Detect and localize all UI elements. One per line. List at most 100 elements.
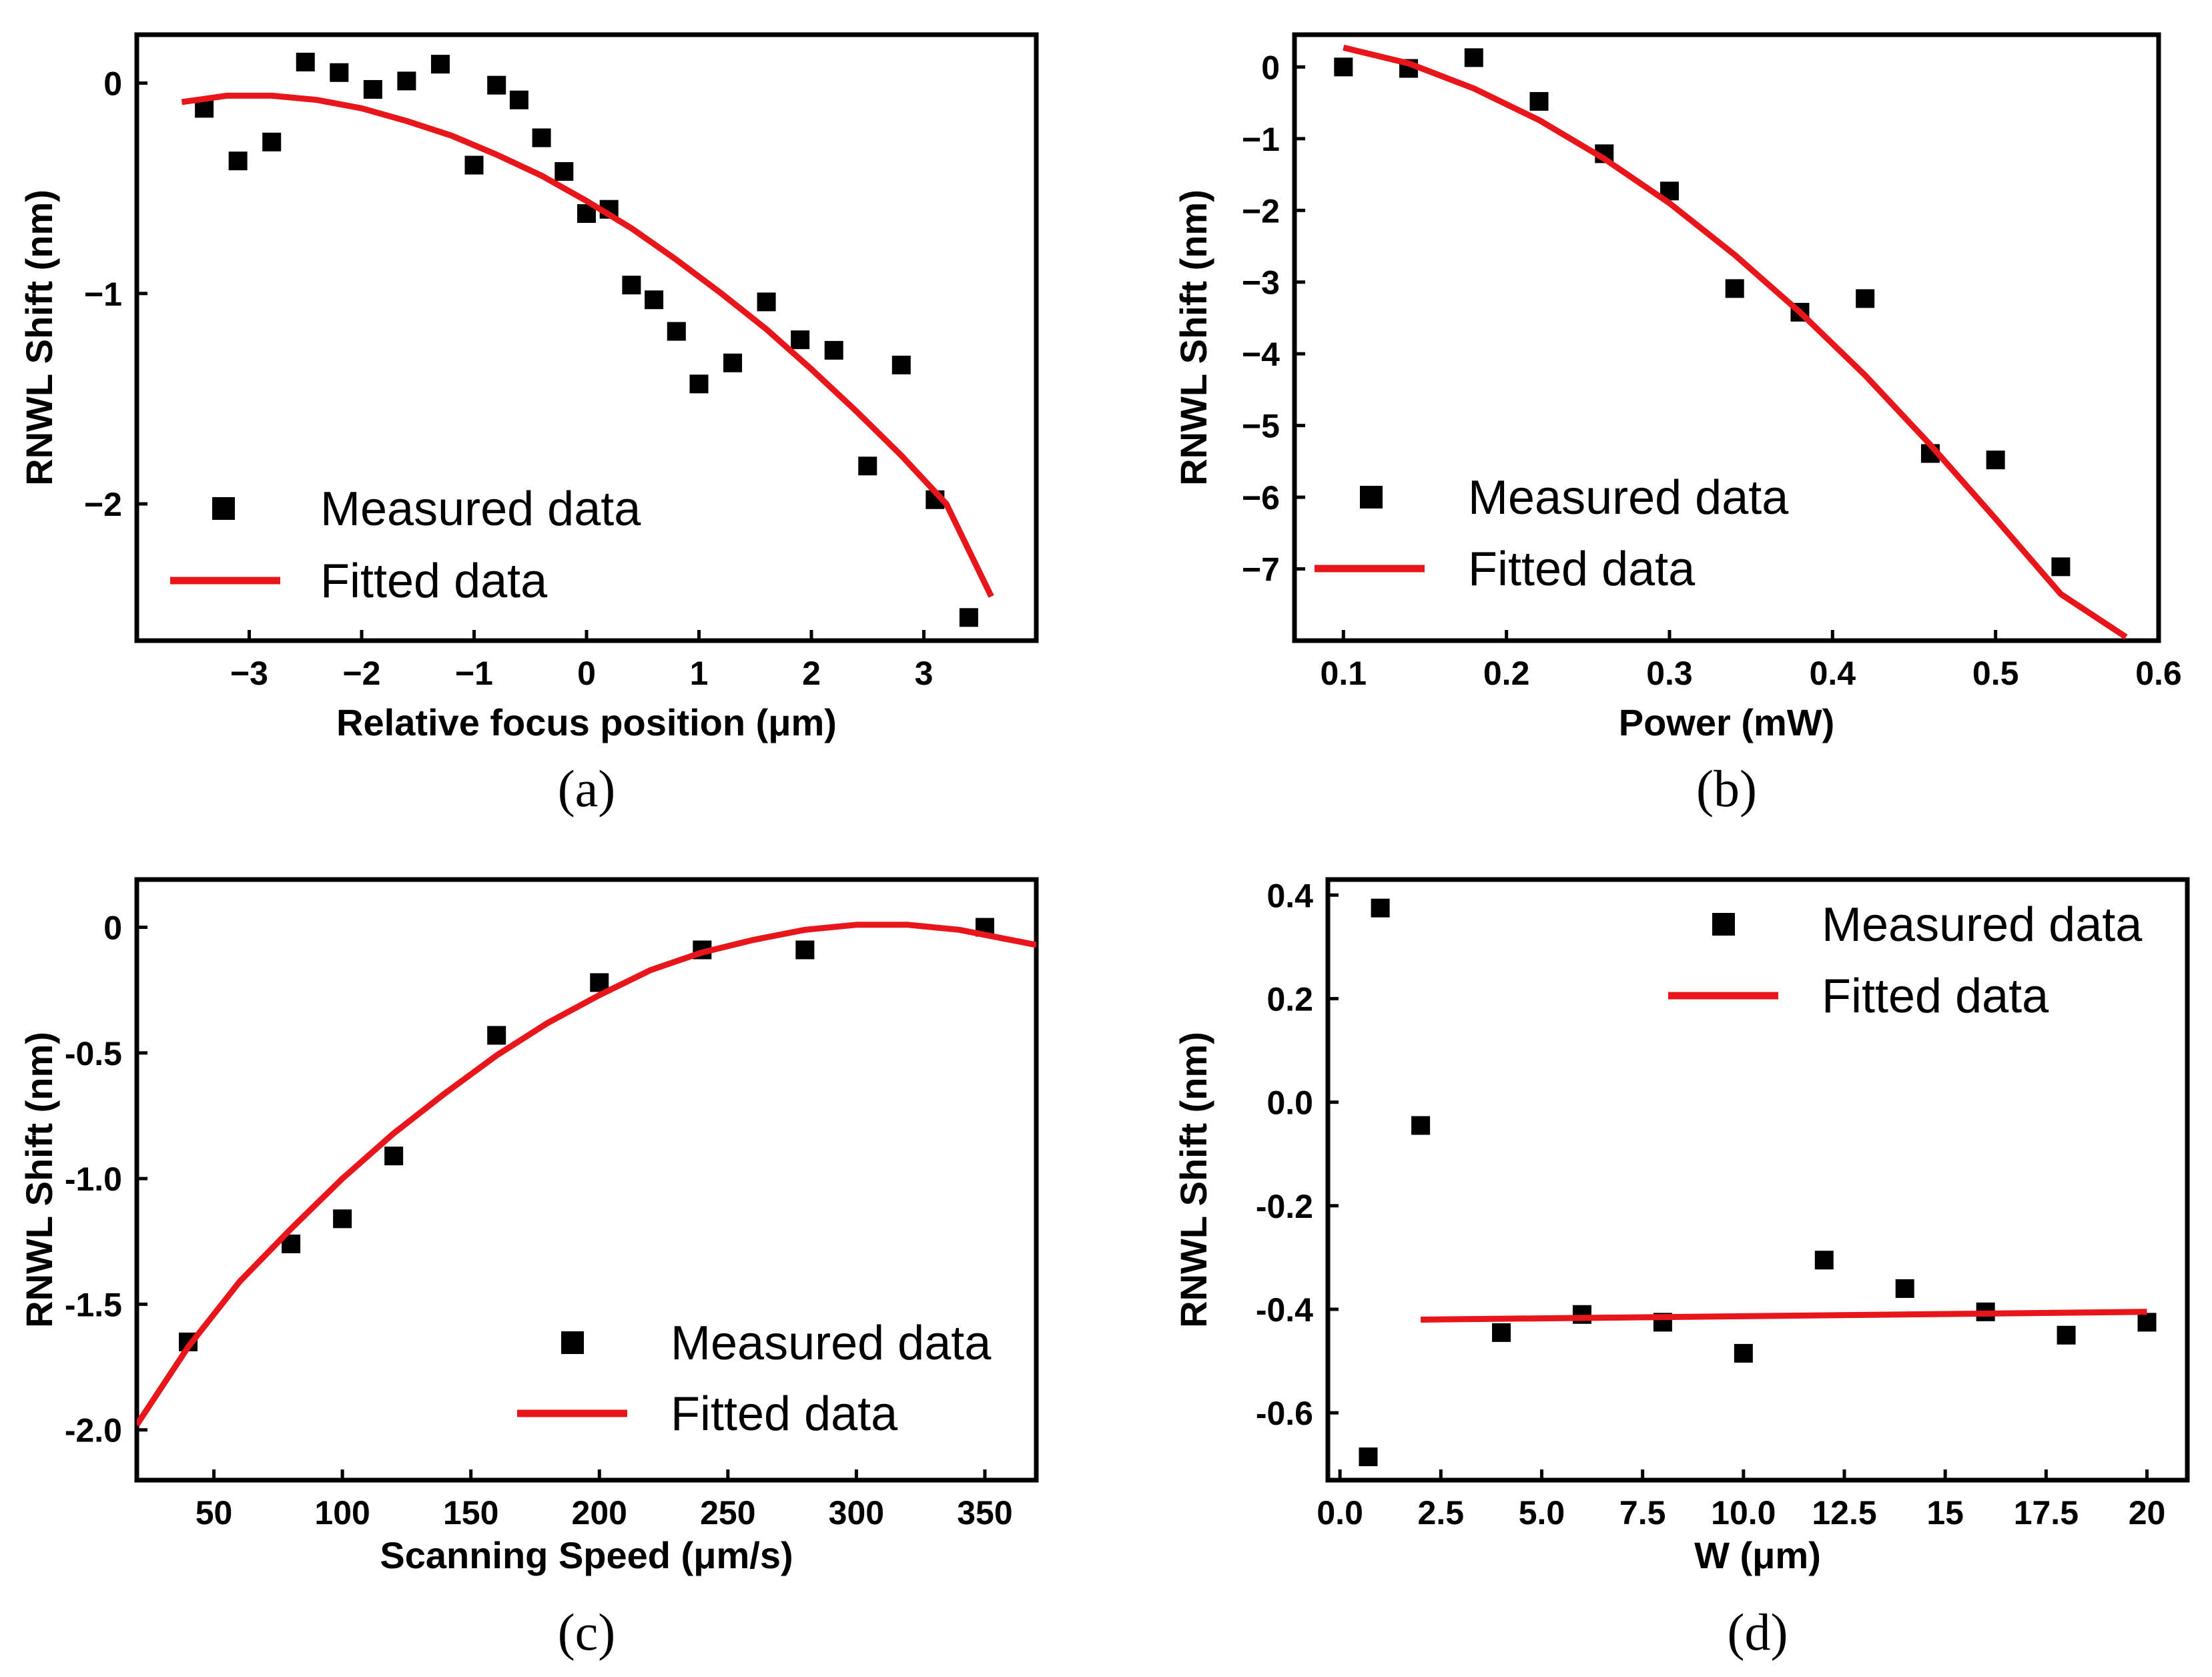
y-tick-label: -2.0 (65, 1412, 122, 1449)
measured-data-point (1856, 289, 1875, 308)
x-tick-label: 0.2 (1483, 655, 1530, 692)
measured-data-point (228, 151, 248, 171)
measured-data-point (2057, 1325, 2076, 1345)
x-tick-label: 5.0 (1519, 1494, 1565, 1532)
measured-data-point (2051, 557, 2071, 577)
y-tick-label: −1 (1242, 121, 1280, 158)
x-tick-label: 12.5 (1812, 1494, 1876, 1532)
legend-label-measured: Measured data (671, 1317, 992, 1370)
y-tick-label: 0.0 (1266, 1084, 1313, 1122)
x-tick-label: 0.0 (1317, 1494, 1363, 1532)
x-tick-label: 0.5 (1972, 655, 2019, 692)
measured-data-point (384, 1146, 404, 1166)
y-tick-label: -0.2 (1256, 1188, 1313, 1225)
measured-data-point (1492, 1323, 1511, 1342)
y-tick-label: −1 (84, 276, 122, 313)
x-tick-label: 7.5 (1619, 1494, 1666, 1532)
y-tick-label: -1.5 (65, 1286, 122, 1323)
measured-data-point (824, 340, 843, 360)
x-axis-title: Relative focus position (μm) (336, 701, 837, 743)
panel-label: (a) (558, 759, 616, 817)
measured-data-point (330, 63, 349, 82)
x-tick-label: 20 (2129, 1494, 2166, 1532)
x-tick-label: −2 (342, 655, 380, 692)
x-tick-label: 10.0 (1711, 1494, 1776, 1532)
x-tick-label: 100 (314, 1494, 370, 1532)
measured-data-point (1371, 898, 1390, 918)
legend-marker-measured (561, 1331, 584, 1354)
y-tick-label: −4 (1242, 336, 1280, 373)
x-tick-label: 0.3 (1646, 655, 1693, 692)
legend-marker-measured (212, 497, 235, 520)
y-axis-title: RNWL Shift (nm) (18, 1032, 60, 1328)
measured-data-point (1529, 91, 1549, 111)
measured-data-point (858, 456, 877, 476)
measured-data-point (363, 79, 382, 99)
plot-frame (1325, 877, 2190, 1483)
y-tick-label: -0.4 (1256, 1291, 1313, 1329)
measured-data-point (757, 292, 776, 312)
y-tick-label: 0 (1261, 49, 1280, 86)
measured-data-point (1814, 1251, 1834, 1270)
y-tick-label: -0.5 (65, 1035, 122, 1072)
measured-data-point (1986, 450, 2005, 470)
y-tick-label: 0.4 (1266, 877, 1313, 914)
measured-data-point (1359, 1447, 1378, 1467)
measured-data-point (555, 161, 574, 181)
fitted-data-line (1421, 1309, 2147, 1323)
measured-data-point (430, 55, 450, 74)
measured-data-point (2137, 1313, 2157, 1332)
measured-data-point (397, 71, 416, 91)
y-tick-label: −6 (1242, 479, 1280, 517)
measured-data-point (1734, 1343, 1753, 1363)
y-tick-label: −2 (84, 486, 122, 523)
measured-data-point (487, 75, 506, 95)
fitted-data-line (137, 922, 1036, 1427)
x-tick-label: 15 (1926, 1494, 1964, 1532)
y-tick-label: −7 (1242, 551, 1280, 589)
y-tick-label: −5 (1242, 408, 1280, 445)
x-tick-label: 0.6 (2135, 655, 2182, 692)
legend-marker-measured (1712, 913, 1735, 936)
measured-data-point (296, 52, 315, 71)
x-tick-label: 200 (572, 1494, 627, 1532)
measured-data-point (1895, 1279, 1914, 1298)
y-tick-label: 0 (103, 910, 122, 947)
chart-panel-c: 50 100 150 200 250 300 350 0 -0.5 -1.0 -1.5 -2.0 Sca… (18, 877, 1039, 1661)
measured-data-point (791, 330, 810, 350)
measured-data-point (464, 155, 484, 175)
measured-data-point (487, 1026, 506, 1045)
legend-label-measured: Measured data (320, 482, 641, 536)
measured-data-point (667, 322, 686, 341)
measured-data-point (333, 1209, 352, 1229)
x-tick-label: 2.5 (1418, 1494, 1465, 1532)
x-tick-label: 0.1 (1321, 655, 1367, 692)
measured-data-point (532, 128, 551, 147)
y-tick-label: −2 (1242, 192, 1280, 230)
measured-data-point (1572, 1305, 1591, 1324)
measured-data-point (689, 374, 709, 394)
measured-data-point (622, 276, 641, 295)
x-tick-label: 3 (915, 655, 934, 692)
measured-data-point (1464, 48, 1483, 67)
y-axis-title: RNWL Shift (nm) (1172, 1032, 1214, 1328)
x-tick-label: 150 (443, 1494, 498, 1532)
x-tick-label: −1 (455, 655, 493, 692)
measured-data-point (262, 132, 282, 151)
x-tick-label: −3 (230, 655, 268, 692)
y-axis-title: RNWL Shift (nm) (18, 190, 60, 486)
legend-label-fitted: Fitted data (1822, 970, 2049, 1023)
legend-label-fitted: Fitted data (1468, 543, 1696, 596)
y-tick-label: -1.0 (65, 1160, 122, 1198)
legend-marker-measured (1360, 486, 1383, 509)
x-tick-label: 0.4 (1810, 655, 1856, 692)
x-axis-title: Power (mW) (1619, 701, 1835, 743)
measured-data-point (959, 608, 978, 627)
chart-panel-a: −3 −2 −1 0 1 2 3 0 −1 −2 Relative focus position (… (18, 32, 1039, 817)
panel-label: (b) (1696, 759, 1757, 817)
chart-panel-d: 0.0 2.5 5.0 7.5 10.0 12.5 15 17.5 20 0.4 0.2 0.0 -0.… (1172, 877, 2190, 1661)
measured-data-point (723, 353, 743, 372)
legend-label-fitted: Fitted data (671, 1387, 898, 1441)
measured-data-point (1725, 279, 1744, 298)
